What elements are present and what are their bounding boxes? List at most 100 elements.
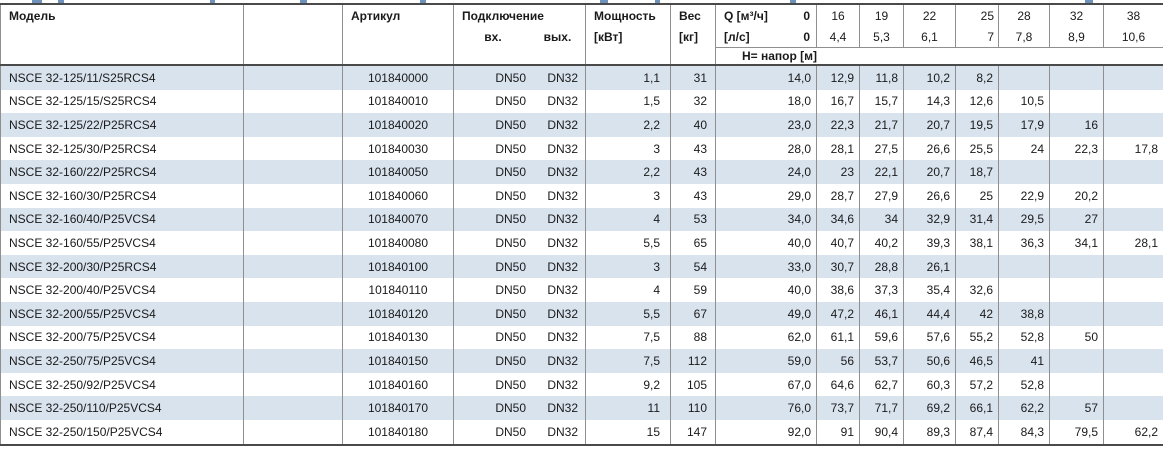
head-q32-cell <box>1049 65 1104 90</box>
head-q32-cell: 34,1 <box>1049 231 1104 255</box>
empty-cell <box>243 89 343 114</box>
dn-outlet-value: DN32 <box>547 94 578 109</box>
clipped-glyph <box>32 0 42 3</box>
connection-cell: DN50 DN32 <box>453 231 586 255</box>
dn-outlet-value: DN32 <box>547 70 578 85</box>
empty-cell <box>243 231 343 255</box>
head-q22-cell: 57,6 <box>903 325 956 350</box>
col-header-flow-16: 16 4,4 <box>816 4 860 48</box>
head-q25-cell: 66,1 <box>955 396 999 420</box>
head-q0-cell: 29,0 <box>715 183 817 208</box>
head-q16-cell: 12,9 <box>816 65 860 90</box>
head-q0-cell: 62,0 <box>715 325 817 350</box>
head-q16-cell: 34,6 <box>816 207 860 232</box>
dn-inlet-value: DN50 <box>495 117 526 132</box>
flow-m3h-value: 28 <box>1017 9 1031 23</box>
empty-cell <box>243 419 343 446</box>
head-q0-cell: 59,0 <box>715 349 817 373</box>
model-cell: NSCE 32-160/55/P25VCS4 <box>0 231 244 255</box>
dn-outlet-value: DN32 <box>547 377 578 392</box>
dn-outlet-value: DN32 <box>547 353 578 368</box>
head-q0-cell: 28,0 <box>715 136 817 161</box>
dn-outlet-value: DN32 <box>547 235 578 250</box>
head-q28-cell: 52,8 <box>998 325 1050 350</box>
weight-cell: 65 <box>670 231 716 255</box>
col-header-article: Артикул <box>342 4 454 66</box>
empty-cell <box>243 136 343 161</box>
head-q25-cell: 12,6 <box>955 89 999 114</box>
weight-cell: 31 <box>670 65 716 90</box>
table-row: NSCE 32-250/110/P25VCS4 101840170 DN50 DN… <box>0 396 1163 420</box>
weight-cell: 53 <box>670 207 716 232</box>
head-q32-cell: 22,3 <box>1049 136 1104 161</box>
model-cell: NSCE 32-250/75/P25VCS4 <box>0 349 244 373</box>
power-cell: 3 <box>585 254 671 279</box>
flow-m3h-value: 25 <box>980 9 994 23</box>
dn-inlet-value: DN50 <box>495 377 526 392</box>
dn-outlet-value: DN32 <box>547 212 578 227</box>
col-header-flow-28: 28 7,8 <box>998 4 1050 48</box>
head-q28-cell <box>998 65 1050 90</box>
clipped-text-remnant <box>0 0 1163 3</box>
clipped-glyph <box>58 0 64 3</box>
head-q28-cell: 17,9 <box>998 113 1050 137</box>
head-q19-cell: 71,7 <box>859 396 904 420</box>
dn-outlet-value: DN32 <box>547 424 578 439</box>
col-header-connection: Подключение вх. вых. <box>453 4 586 66</box>
col-header-power-line1: Мощность <box>594 9 656 23</box>
weight-cell: 67 <box>670 301 716 326</box>
dn-inlet-value: DN50 <box>495 330 526 345</box>
weight-cell: 88 <box>670 325 716 350</box>
article-cell: 101840020 <box>342 113 454 137</box>
head-q16-cell: 73,7 <box>816 396 860 420</box>
power-cell: 1,1 <box>585 65 671 90</box>
connection-cell: DN50 DN32 <box>453 160 586 184</box>
power-cell: 15 <box>585 419 671 446</box>
col-header-flow-19: 19 5,3 <box>859 4 904 48</box>
head-q38-cell <box>1103 207 1163 232</box>
empty-cell <box>243 65 343 90</box>
head-q16-cell: 28,7 <box>816 183 860 208</box>
q-ls-line: [л/с] 0 <box>717 30 816 44</box>
dn-inlet-value: DN50 <box>495 424 526 439</box>
head-q0-cell: 18,0 <box>715 89 817 114</box>
head-q16-cell: 64,6 <box>816 372 860 397</box>
head-unit-label: Н= напор [м] <box>715 47 1163 66</box>
table-row: NSCE 32-200/30/P25RCS4 101840100 DN50 DN3… <box>0 254 1163 279</box>
head-q38-cell <box>1103 349 1163 373</box>
table-row: NSCE 32-200/40/P25VCS4 101840110 DN50 DN3… <box>0 278 1163 302</box>
head-q22-cell: 60,3 <box>903 372 956 397</box>
head-q38-cell: 28,1 <box>1103 231 1163 255</box>
empty-cell <box>243 396 343 420</box>
connection-cell: DN50 DN32 <box>453 372 586 397</box>
head-q32-cell: 79,5 <box>1049 419 1104 446</box>
weight-cell: 43 <box>670 160 716 184</box>
table-row: NSCE 32-200/75/P25VCS4 101840130 DN50 DN3… <box>0 325 1163 350</box>
head-q19-cell: 59,6 <box>859 325 904 350</box>
power-cell: 2,2 <box>585 113 671 137</box>
table-row: NSCE 32-160/40/P25VCS4 101840070 DN50 DN3… <box>0 207 1163 232</box>
connection-cell: DN50 DN32 <box>453 136 586 161</box>
head-q28-cell: 29,5 <box>998 207 1050 232</box>
model-cell: NSCE 32-250/110/P25VCS4 <box>0 396 244 420</box>
head-q22-cell: 20,7 <box>903 113 956 137</box>
article-cell: 101840150 <box>342 349 454 373</box>
table-row: NSCE 32-200/55/P25VCS4 101840120 DN50 DN3… <box>0 301 1163 326</box>
model-cell: NSCE 32-200/75/P25VCS4 <box>0 325 244 350</box>
col-header-power: Мощность [кВт] <box>585 4 671 66</box>
table-row: NSCE 32-250/75/P25VCS4 101840150 DN50 DN3… <box>0 349 1163 373</box>
dn-inlet-value: DN50 <box>495 283 526 298</box>
dn-inlet-value: DN50 <box>495 259 526 274</box>
col-header-weight-line1: Вес <box>679 9 701 23</box>
head-q38-cell: 17,8 <box>1103 136 1163 161</box>
clipped-glyph <box>300 0 307 3</box>
head-q16-cell: 47,2 <box>816 301 860 326</box>
weight-cell: 43 <box>670 183 716 208</box>
empty-cell <box>243 207 343 232</box>
article-cell: 101840100 <box>342 254 454 279</box>
clipped-glyph <box>1085 0 1093 3</box>
head-q16-cell: 38,6 <box>816 278 860 302</box>
head-q16-cell: 56 <box>816 349 860 373</box>
head-q0-cell: 67,0 <box>715 372 817 397</box>
